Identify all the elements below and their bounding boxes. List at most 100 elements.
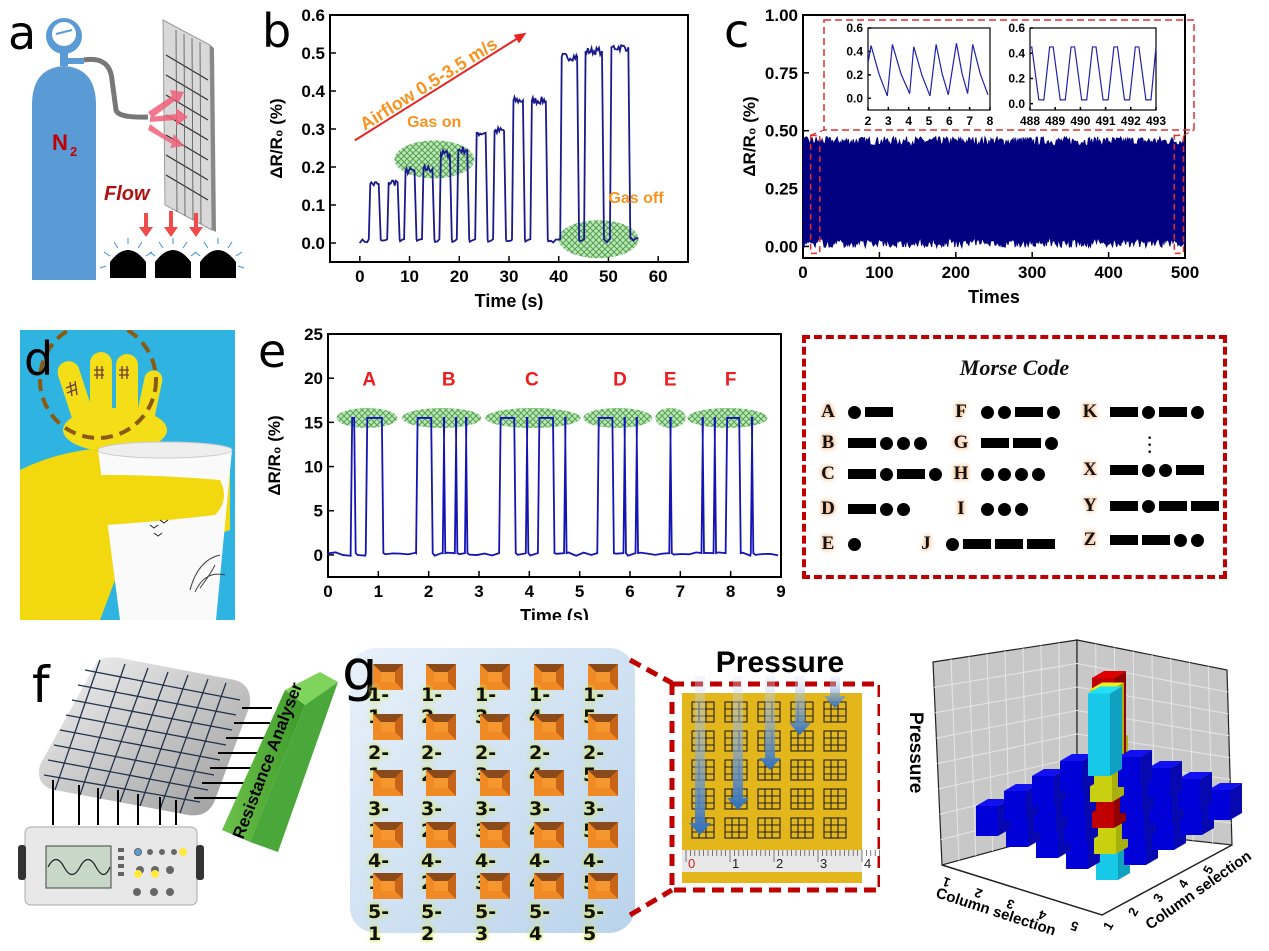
morse-dash bbox=[963, 539, 991, 549]
morse-entry-A: A bbox=[816, 401, 895, 423]
oscilloscope-icon bbox=[18, 826, 204, 906]
x-tick-label: 489 bbox=[1045, 114, 1065, 128]
fabric-cell bbox=[823, 730, 847, 752]
airflow-arrows bbox=[148, 90, 188, 148]
ruler-ticks: 0 1 2 3 4 bbox=[685, 850, 880, 871]
y-tick-label: 0.4 bbox=[1008, 46, 1025, 60]
morse-letter: K bbox=[1082, 401, 1098, 422]
morse-letter: F bbox=[955, 401, 967, 422]
morse-letter: J bbox=[921, 533, 931, 554]
chart-b: 0 10 20 30 40 50 60 0.0 0.1 0.2 0.3 0.4 0.5 0.6 Time (… bbox=[267, 6, 689, 310]
fabric-cell-lines bbox=[824, 789, 846, 809]
bar-front bbox=[1064, 813, 1086, 843]
x-tick-label: 491 bbox=[1096, 114, 1116, 128]
x-tick-label: 3 bbox=[885, 114, 892, 128]
electrode-2-3 bbox=[480, 714, 510, 745]
bar-top bbox=[1004, 784, 1038, 791]
x-tick-label: 4 bbox=[905, 114, 912, 128]
bar-r2-c1 bbox=[1118, 750, 1152, 787]
plot-frame bbox=[329, 14, 689, 263]
bar-front bbox=[1150, 794, 1172, 824]
fabric-cell-lines bbox=[791, 818, 813, 838]
pyramid-electrode-icon bbox=[534, 873, 564, 899]
pyramid-electrode-icon bbox=[373, 770, 403, 796]
pyramid-electrode-icon bbox=[534, 770, 564, 796]
pyramid-electrode-icon bbox=[426, 822, 456, 848]
inset-dashed-frame bbox=[823, 19, 1195, 131]
y-tick-label: 10 bbox=[304, 457, 323, 476]
x-tick-label: 60 bbox=[649, 267, 668, 286]
ruler-label: 2 bbox=[776, 856, 783, 871]
bar-front bbox=[1060, 761, 1082, 791]
bar-side bbox=[1140, 750, 1152, 787]
electrode-3-3 bbox=[480, 770, 510, 801]
panel-letter-b: b bbox=[262, 4, 292, 58]
x-tick-label: 5 bbox=[1068, 918, 1080, 935]
bar-r3-c1 bbox=[1148, 761, 1182, 798]
electrode-2-5 bbox=[588, 714, 618, 745]
y-tick-label: 0.0 bbox=[846, 91, 863, 105]
electrode-4-3 bbox=[480, 822, 510, 853]
x-tick-label: 2 bbox=[865, 114, 872, 128]
panel-letter-d: d bbox=[24, 332, 54, 386]
y-tick-label: 0.5 bbox=[301, 44, 325, 63]
pyramid-electrode-icon bbox=[588, 664, 618, 690]
y-tick-label: 2 bbox=[1125, 905, 1142, 919]
bar-r1-c1 bbox=[1088, 686, 1122, 776]
morse-letter: I bbox=[957, 498, 965, 519]
bar-top bbox=[1148, 761, 1182, 768]
bar-front bbox=[1152, 820, 1174, 850]
pyramid-electrode-icon bbox=[534, 822, 564, 848]
electrode-label: 5-5 bbox=[583, 901, 605, 945]
x-tick-label: 9 bbox=[776, 582, 785, 601]
inset-signal-line bbox=[1030, 46, 1157, 101]
pressure-arrow bbox=[759, 676, 781, 770]
bar-front bbox=[1178, 779, 1200, 809]
pyramid-electrode-icon bbox=[480, 714, 510, 740]
morse-dash bbox=[995, 539, 1023, 549]
fabric-cell bbox=[790, 788, 814, 810]
bar-side bbox=[1200, 772, 1212, 809]
morse-dot bbox=[1047, 405, 1060, 419]
morse-dash bbox=[1013, 438, 1041, 448]
x-axis-label: Time (s) bbox=[520, 606, 589, 620]
letter-label-B: B bbox=[442, 369, 456, 390]
electrode-2-1 bbox=[373, 714, 403, 745]
electrode-label: 5-1 bbox=[368, 901, 390, 945]
morse-dash bbox=[1176, 465, 1204, 475]
y-tick-label: 0.75 bbox=[765, 64, 798, 83]
electrode-5-5 bbox=[588, 873, 618, 904]
electrode-4-2 bbox=[426, 822, 456, 853]
electrode-2-4 bbox=[534, 714, 564, 745]
morse-letter: D bbox=[821, 498, 835, 519]
morse-dash bbox=[1142, 535, 1170, 545]
pressure-arrow bbox=[727, 676, 749, 810]
response-line bbox=[359, 44, 639, 244]
morse-dash bbox=[981, 438, 1009, 448]
x-tick-label: 6 bbox=[946, 114, 953, 128]
pressure-photo-inset: 0 1 2 3 4 Pressure bbox=[628, 646, 880, 918]
y-tick-label: 0.2 bbox=[1008, 72, 1025, 86]
y-tick-label: 15 bbox=[304, 413, 323, 432]
bar-front bbox=[1124, 835, 1146, 865]
inset-chart-2: 488 489 490 491 492 493 0.0 0.2 0.4 0.6 bbox=[1008, 21, 1166, 128]
morse-entry-B: B bbox=[816, 432, 929, 454]
pyramid-electrode-icon bbox=[373, 873, 403, 899]
pyramid-electrode-icon bbox=[426, 873, 456, 899]
x-tick-label: 6 bbox=[625, 582, 634, 601]
morse-entry-Z: Z bbox=[1078, 529, 1206, 551]
zoom-region-start bbox=[809, 134, 821, 255]
plot-frame bbox=[867, 27, 991, 111]
x-tick-label: 488 bbox=[1020, 114, 1040, 128]
y-tick-label: 0.0 bbox=[1008, 97, 1025, 111]
y-tick-label: 0.6 bbox=[301, 6, 325, 25]
morse-dot bbox=[1191, 533, 1204, 547]
fabric-cell-lines bbox=[824, 818, 846, 838]
bar-top bbox=[1178, 772, 1212, 779]
electrode-label: 5-2 bbox=[421, 901, 443, 945]
bar-top bbox=[1118, 750, 1152, 757]
electrode-1-4 bbox=[534, 664, 564, 695]
y-tick-label: 1.00 bbox=[765, 6, 798, 25]
morse-entry-D: D bbox=[816, 498, 912, 520]
pyramid-electrode-icon bbox=[426, 770, 456, 796]
